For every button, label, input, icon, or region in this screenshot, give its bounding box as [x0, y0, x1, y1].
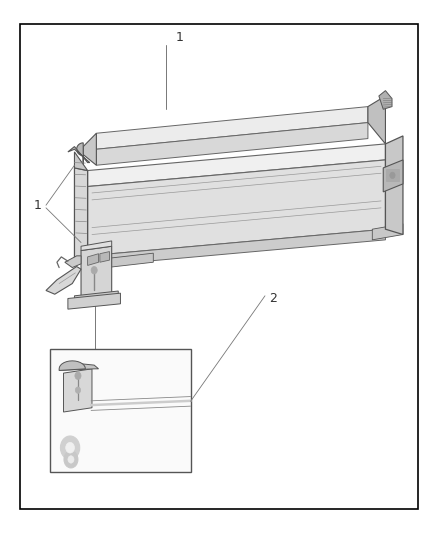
Circle shape — [390, 172, 395, 179]
Polygon shape — [83, 253, 153, 270]
Text: 2: 2 — [269, 292, 277, 305]
Polygon shape — [96, 107, 368, 149]
Polygon shape — [74, 152, 88, 171]
Polygon shape — [372, 224, 403, 240]
Circle shape — [91, 266, 97, 274]
Circle shape — [75, 372, 81, 379]
Polygon shape — [68, 293, 120, 309]
Polygon shape — [88, 144, 385, 187]
Polygon shape — [77, 143, 83, 165]
Circle shape — [60, 436, 80, 459]
Circle shape — [64, 451, 78, 468]
Polygon shape — [59, 361, 85, 370]
Polygon shape — [385, 136, 403, 235]
Polygon shape — [59, 362, 99, 370]
Polygon shape — [64, 369, 92, 412]
Polygon shape — [88, 254, 99, 265]
Polygon shape — [88, 229, 385, 266]
Polygon shape — [81, 246, 112, 305]
Polygon shape — [100, 252, 110, 262]
Polygon shape — [74, 291, 118, 305]
Text: 1: 1 — [175, 31, 183, 44]
Bar — [386, 169, 399, 181]
Circle shape — [68, 456, 74, 463]
Polygon shape — [46, 266, 81, 294]
Text: 1: 1 — [33, 199, 41, 212]
Polygon shape — [81, 241, 112, 251]
Polygon shape — [379, 91, 392, 109]
Bar — [50, 349, 191, 472]
Polygon shape — [96, 123, 368, 165]
Circle shape — [75, 387, 81, 393]
Polygon shape — [88, 160, 385, 256]
Polygon shape — [383, 160, 403, 192]
Polygon shape — [83, 133, 96, 165]
Circle shape — [66, 442, 74, 453]
Polygon shape — [65, 256, 81, 268]
Polygon shape — [68, 147, 90, 163]
Polygon shape — [368, 96, 385, 144]
Polygon shape — [74, 168, 88, 259]
